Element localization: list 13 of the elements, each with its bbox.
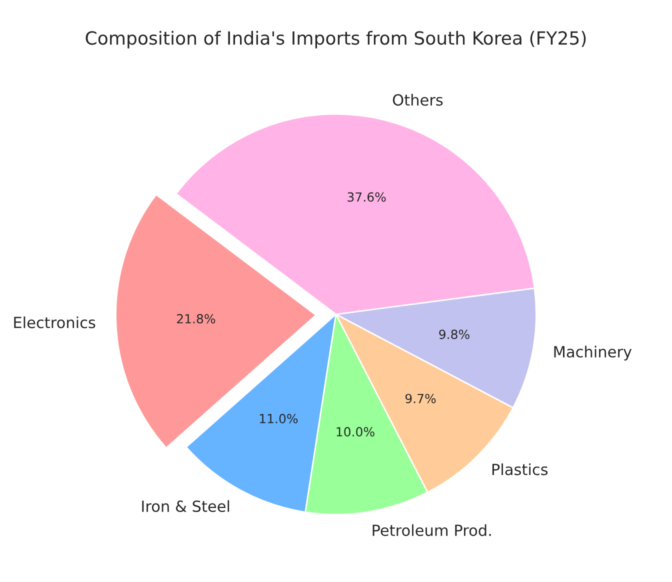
data-label: 10.0% — [336, 427, 374, 436]
slice-label: Iron & Steel — [142, 500, 230, 512]
slice-label: Others — [392, 94, 443, 106]
data-label: 9.7% — [405, 394, 436, 404]
slice-label: Petroleum Prod. — [372, 524, 491, 536]
slice-label: Plastics — [492, 463, 548, 476]
data-label: 11.0% — [260, 414, 298, 424]
data-label: 9.8% — [439, 330, 470, 340]
slice-label: Machinery — [554, 346, 632, 360]
data-label: 37.6% — [348, 192, 386, 202]
data-label: 21.8% — [177, 314, 216, 324]
slice-label: Electronics — [14, 316, 96, 328]
chart-title: Composition of India's Imports from South Korea (FY25) — [86, 30, 586, 48]
